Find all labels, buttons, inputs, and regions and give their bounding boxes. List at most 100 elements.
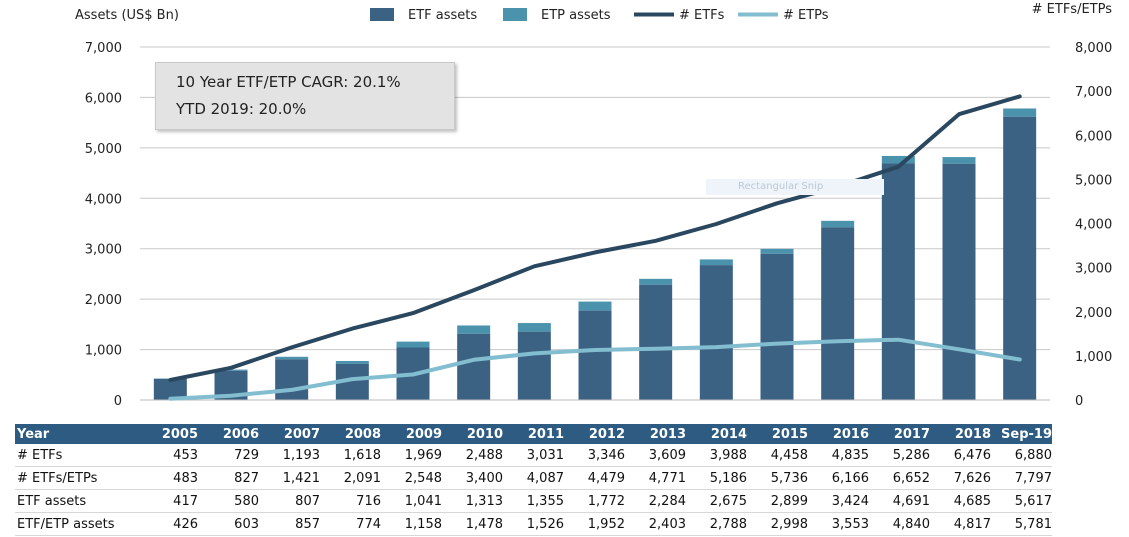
table-cell: 5,286 (869, 444, 930, 467)
y-right-tick-label: 7,000 (1075, 85, 1112, 100)
bar-etf-assets (639, 284, 673, 400)
bar-etp-assets (881, 155, 915, 164)
table-cell: 2,284 (625, 489, 686, 513)
table-cell: 2009 (381, 424, 442, 444)
table-cell: 4,087 (503, 466, 564, 490)
table-cell: 2,091 (320, 466, 381, 490)
table-cell: 417 (137, 489, 198, 513)
bar-etp-assets (275, 356, 309, 360)
y-left-tick-label: 3,000 (85, 243, 122, 258)
bar-etf-assets (457, 333, 491, 400)
bar-etp-assets (639, 278, 673, 285)
table-cell: 4,685 (930, 489, 991, 513)
table-cell: 2,548 (381, 466, 442, 490)
table-cell: 2014 (686, 424, 747, 444)
table-cell: 3,031 (503, 444, 564, 467)
table-cell: 3,400 (442, 466, 503, 490)
y-left-tick-label: 5,000 (85, 142, 122, 157)
table-cell: 5,186 (686, 466, 747, 490)
bar-etp-assets (699, 259, 733, 266)
bar-etp-assets (457, 325, 491, 334)
bar-etp-assets (214, 369, 248, 371)
y-left-tick-label: 2,000 (85, 293, 122, 308)
y-left-tick-label: 0 (114, 394, 122, 409)
snip-watermark: Rectangular Snip (706, 179, 884, 195)
line-etps (168, 337, 1022, 401)
bar-etf-assets (517, 331, 551, 400)
table-cell: 603 (198, 512, 259, 536)
table-cell: 2,998 (747, 512, 808, 536)
table-cell: 6,476 (930, 444, 991, 467)
table-cell: 2017 (869, 424, 930, 444)
bar-etf-assets (153, 378, 187, 400)
table-cell: 2015 (747, 424, 808, 444)
y-right-tick-label: 2,000 (1075, 306, 1112, 321)
table-cell: 3,988 (686, 444, 747, 467)
table-row: # ETFs/ETPs 483 827 1,421 2,091 2,548 3,400 4,0… (15, 466, 1052, 490)
table-cell: 1,421 (259, 466, 320, 490)
bar-etf-assets (881, 163, 915, 400)
table-cell: 827 (198, 466, 259, 490)
bar-etp-assets (517, 323, 551, 332)
table-cell: 2011 (503, 424, 564, 444)
table-cell: 3,346 (564, 444, 625, 467)
table-cell: Sep-19 (991, 424, 1052, 444)
table-cell: 4,691 (869, 489, 930, 513)
table-cell: 1,041 (381, 489, 442, 513)
legend-etfs-label: # ETFs (679, 8, 725, 23)
cagr-annotation-box: 10 Year ETF/ETP CAGR: 20.1% YTD 2019: 20… (155, 62, 455, 130)
table-cell: 4,835 (808, 444, 869, 467)
table-cell: 4,458 (747, 444, 808, 467)
table-cell: 4,817 (930, 512, 991, 536)
table-row-label: ETF assets (15, 489, 137, 513)
table-row: ETF assets 417 580 807 716 1,041 1,313 1,355 1,7… (15, 489, 1052, 513)
table-cell: 2013 (625, 424, 686, 444)
legend-etp-assets-label: ETP assets (541, 8, 611, 23)
table-cell: 1,355 (503, 489, 564, 513)
table-cell: 1,158 (381, 512, 442, 536)
table-cell: 2007 (259, 424, 320, 444)
cagr-annotation-line2: YTD 2019: 20.0% (176, 100, 307, 118)
table-cell: 2006 (198, 424, 259, 444)
y-right-tick-label: 6,000 (1075, 129, 1112, 144)
table-cell: 4,479 (564, 466, 625, 490)
y-right-tick-label: 3,000 (1075, 262, 1112, 277)
table-cell: 5,736 (747, 466, 808, 490)
table-cell: 1,193 (259, 444, 320, 467)
table-cell: 6,652 (869, 466, 930, 490)
table-cell: 6,166 (808, 466, 869, 490)
y-left-tick-label: 6,000 (85, 91, 122, 106)
cagr-annotation-line1: 10 Year ETF/ETP CAGR: 20.1% (176, 73, 401, 91)
table-cell: 807 (259, 489, 320, 513)
bar-etf-assets (760, 253, 794, 400)
line-etfs (168, 94, 1022, 382)
table-row-label: ETF/ETP assets (15, 512, 137, 536)
bar-etf-assets (699, 265, 733, 400)
table-cell: 2016 (808, 424, 869, 444)
table-cell: 3,553 (808, 512, 869, 536)
bar-etp-assets (578, 301, 612, 311)
table-cell: 857 (259, 512, 320, 536)
table-row: # ETFs 453 729 1,193 1,618 1,969 2,488 3,031 3,3… (15, 444, 1052, 467)
y-right-tick-label: 1,000 (1075, 350, 1112, 365)
legend-etps-label: # ETPs (783, 8, 829, 23)
legend-etf-assets-swatch (370, 8, 394, 21)
table-cell: 1,952 (564, 512, 625, 536)
table-cell: 7,626 (930, 466, 991, 490)
table-cell: 2,675 (686, 489, 747, 513)
table-cell: 1,618 (320, 444, 381, 467)
y-left-tick-label: 7,000 (85, 41, 122, 56)
table-cell: 729 (198, 444, 259, 467)
bar-etp-assets (942, 157, 976, 164)
bar-etp-assets (335, 360, 369, 364)
table-cell: 4,771 (625, 466, 686, 490)
table-cell: 2,788 (686, 512, 747, 536)
table-row-label: # ETFs (15, 444, 137, 467)
bar-etf-assets (275, 359, 309, 400)
table-cell: 2010 (442, 424, 503, 444)
bar-etf-assets (942, 163, 976, 400)
table-cell: 2,403 (625, 512, 686, 536)
bar-etf-assets (1003, 116, 1037, 401)
table-row-label: # ETFs/ETPs (15, 466, 137, 490)
